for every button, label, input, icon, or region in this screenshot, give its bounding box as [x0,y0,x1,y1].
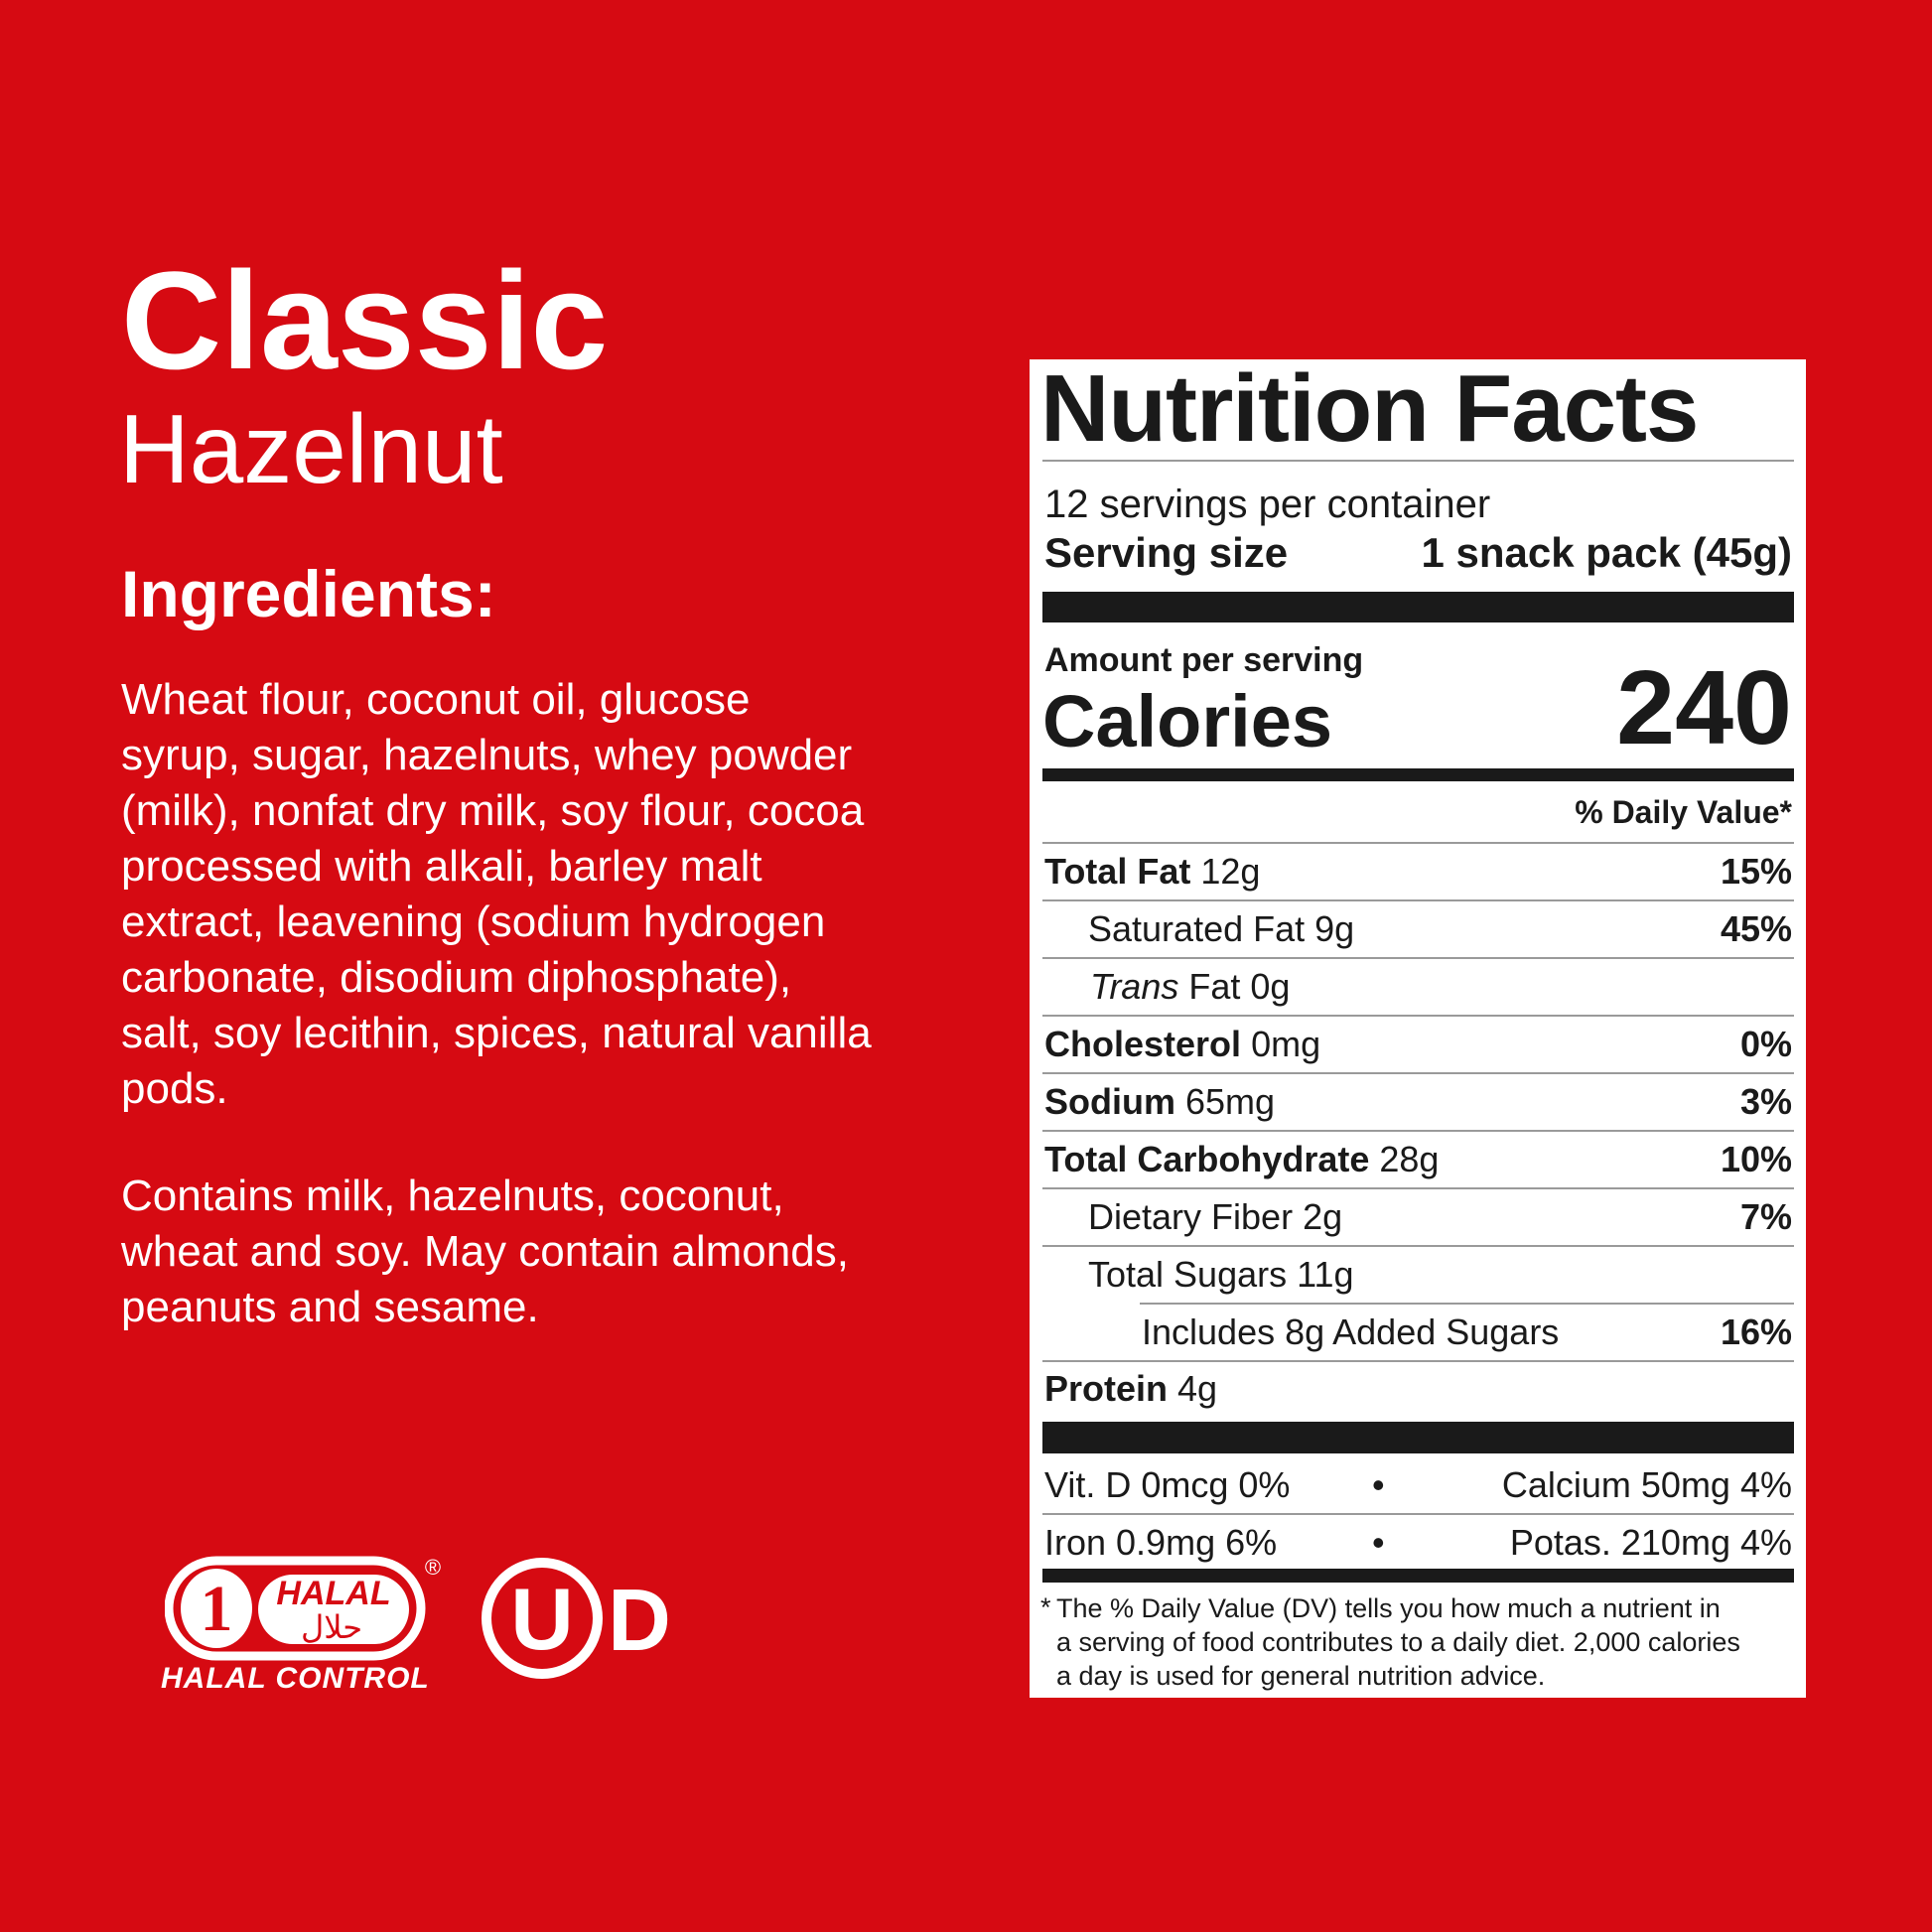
ingredients-line: extract, leavening (sodium hydrogen [121,897,826,946]
ingredients-line: (milk), nonfat dry milk, soy flour, coco… [121,786,865,835]
allergen-text: Contains milk, hazelnuts, coconut, wheat… [121,1169,849,1335]
calories-label: Calories [1042,680,1333,762]
allergen-line: peanuts and sesame. [121,1283,539,1331]
nutrient-row-total-sugars: Total Sugars 11g [1088,1254,1354,1295]
daily-value-header: % Daily Value* [1575,794,1792,830]
ingredients-line: processed with alkali, barley malt [121,842,762,891]
halal-emblem-icon: 1 HALAL حلال ® [165,1555,441,1661]
svg-text:U: U [510,1570,574,1668]
nutrient-row-sodium: Sodium 65mg 3% [1044,1081,1792,1122]
nutrient-row-cholesterol: Cholesterol 0mg 0% [1044,1024,1792,1064]
nutrient-row-added-sugars: Includes 8g Added Sugars 16% [1142,1311,1792,1352]
nutrient-row-dietary-fiber: Dietary Fiber 2g 7% [1088,1196,1792,1237]
medium-divider [1042,768,1794,781]
servings-per-container: 12 servings per container [1044,483,1491,526]
nutrient-row-saturated-fat: Saturated Fat 9g 45% [1088,908,1792,949]
allergen-line: Contains milk, hazelnuts, coconut, [121,1172,784,1220]
ingredients-line: salt, soy lecithin, spices, natural vani… [121,1009,872,1057]
ingredients-line: pods. [121,1064,228,1113]
nutrient-row-protein: Protein 4g [1044,1368,1218,1409]
thick-divider [1042,1422,1794,1453]
thick-divider [1042,592,1794,622]
ingredients-line: carbonate, disodium diphosphate), [121,953,792,1002]
svg-text:HALAL: HALAL [276,1575,390,1612]
nutrient-row-total-fat: Total Fat 12g 15% [1044,851,1792,892]
serving-size-value: 1 snack pack (45g) [1421,529,1792,576]
halal-caption: HALAL CONTROL [161,1662,430,1695]
nutrient-row-total-carbohydrate: Total Carbohydrate 28g 10% [1044,1139,1792,1179]
ingredients-line: syrup, sugar, hazelnuts, whey powder [121,731,853,779]
allergen-line: wheat and soy. May contain almonds, [121,1227,849,1276]
medium-divider [1042,1569,1794,1583]
nutrition-title: Nutrition Facts [1040,355,1699,462]
svg-text:®: ® [425,1555,441,1580]
ingredients-text: Wheat flour, coconut oil, glucose syrup,… [121,672,872,1117]
svg-text:حلال: حلال [301,1608,362,1646]
kosher-u-circle-icon: U D [482,1558,671,1679]
serving-size-label: Serving size [1044,529,1289,576]
nutrient-row-trans-fat: Trans Fat 0g [1090,966,1291,1007]
calories-value: 240 [1616,649,1792,766]
micronutrient-row: Vit. D 0mcg 0% • Calcium 50mg 4% [1044,1464,1792,1505]
svg-text:D: D [608,1571,671,1669]
amount-per-serving: Amount per serving [1044,641,1364,679]
nutrition-facts-panel [1030,359,1806,1698]
svg-text:1: 1 [201,1573,233,1645]
ingredients-line: Wheat flour, coconut oil, glucose [121,675,751,724]
ingredients-heading: Ingredients: [121,557,496,630]
micronutrient-row: Iron 0.9mg 6% • Potas. 210mg 4% [1044,1522,1792,1563]
product-flavor: Hazelnut [119,394,503,503]
product-name: Classic [121,242,609,398]
